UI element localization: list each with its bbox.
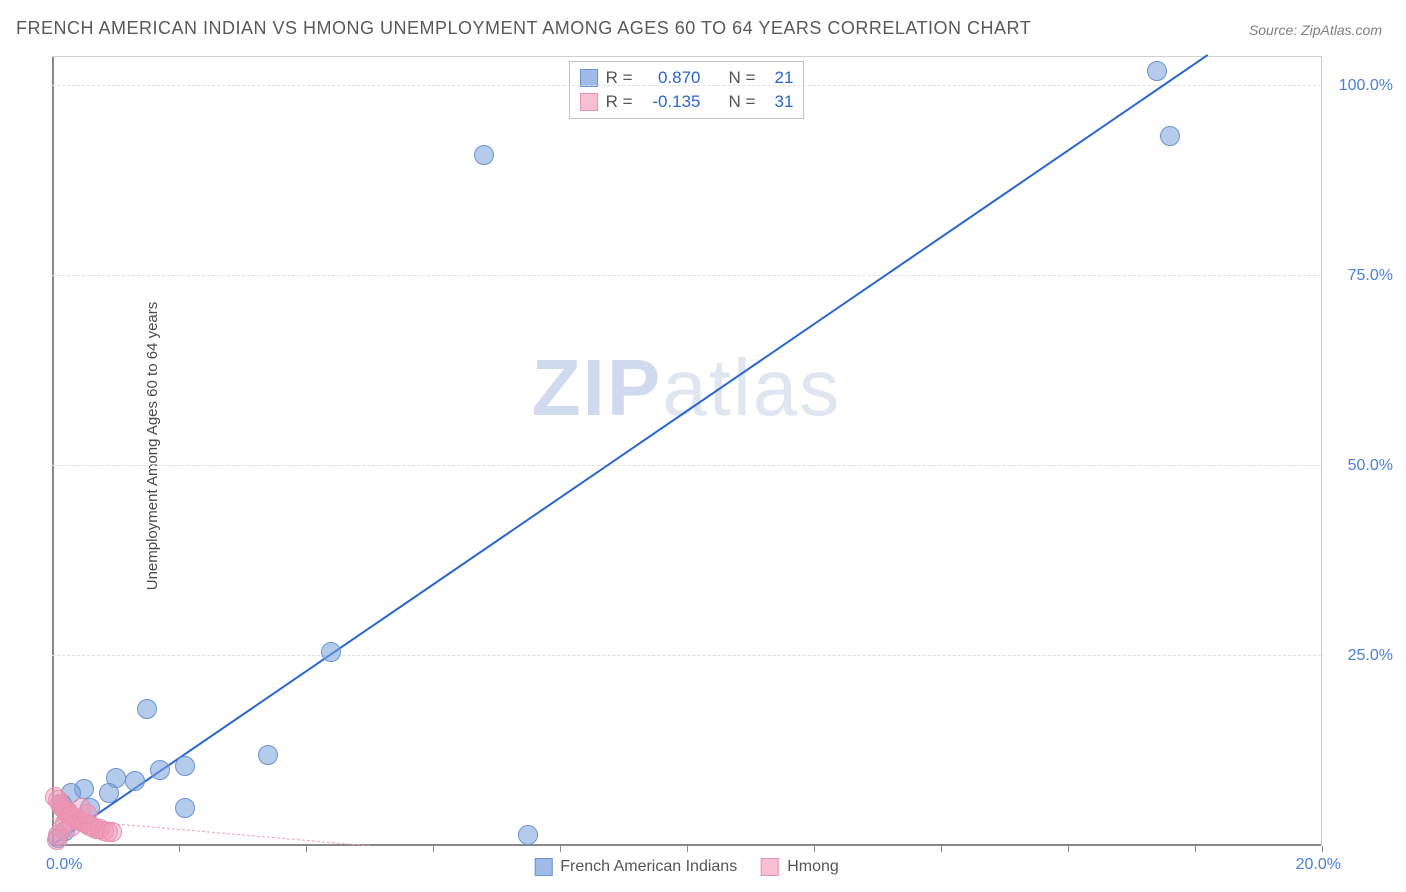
x-tick <box>306 846 307 852</box>
data-point <box>518 825 538 845</box>
legend-label: French American Indians <box>560 858 737 876</box>
chart-title: FRENCH AMERICAN INDIAN VS HMONG UNEMPLOY… <box>16 18 1031 39</box>
data-point <box>175 798 195 818</box>
data-point <box>321 642 341 662</box>
data-point <box>1160 126 1180 146</box>
data-point <box>175 756 195 776</box>
legend-item: French American Indians <box>534 858 737 876</box>
data-point <box>99 783 119 803</box>
x-end-tick-label: 20.0% <box>1296 856 1341 874</box>
plot-area: ZIPatlas R =0.870N =21R =-0.135N =31 0.0… <box>52 56 1322 846</box>
stats-row: R = -0.135 N = 31 <box>580 90 794 114</box>
gridline <box>52 85 1321 86</box>
n-value: 31 <box>763 92 793 112</box>
n-label: N = <box>729 92 756 112</box>
gridline <box>52 655 1321 656</box>
data-point <box>1147 61 1167 81</box>
stats-box: R =0.870N =21R = -0.135 N = 31 <box>569 61 805 119</box>
stats-row: R =0.870N =21 <box>580 66 794 90</box>
data-point <box>137 699 157 719</box>
legend: French American Indians Hmong <box>534 858 839 876</box>
x-tick <box>1195 846 1196 852</box>
r-label: R = <box>606 92 633 112</box>
y-tick-label: 25.0% <box>1348 647 1393 665</box>
y-tick-label: 50.0% <box>1348 457 1393 475</box>
x-tick <box>433 846 434 852</box>
watermark: ZIPatlas <box>532 342 841 434</box>
y-tick-label: 75.0% <box>1348 267 1393 285</box>
y-axis-line <box>52 57 54 846</box>
data-point <box>102 822 122 842</box>
source-attribution: Source: ZipAtlas.com <box>1249 22 1382 38</box>
legend-swatch <box>580 69 598 87</box>
data-point <box>258 745 278 765</box>
legend-swatch <box>761 858 779 876</box>
x-tick <box>179 846 180 852</box>
x-tick <box>687 846 688 852</box>
legend-swatch <box>534 858 552 876</box>
y-tick-label: 100.0% <box>1339 77 1393 95</box>
x-tick <box>560 846 561 852</box>
data-point <box>125 771 145 791</box>
gridline <box>52 465 1321 466</box>
watermark-bold: ZIP <box>532 343 662 432</box>
x-tick <box>1068 846 1069 852</box>
data-point <box>47 830 67 850</box>
x-tick <box>941 846 942 852</box>
x-tick <box>814 846 815 852</box>
legend-item: Hmong <box>761 858 839 876</box>
trend-line-blue <box>51 54 1208 846</box>
data-point <box>150 760 170 780</box>
gridline <box>52 275 1321 276</box>
data-point <box>77 804 97 824</box>
x-tick <box>1322 846 1323 852</box>
legend-label: Hmong <box>787 858 839 876</box>
x-origin-tick-label: 0.0% <box>46 856 82 874</box>
legend-swatch <box>580 93 598 111</box>
r-value: -0.135 <box>641 92 701 112</box>
watermark-rest: atlas <box>662 343 841 432</box>
data-point <box>474 145 494 165</box>
